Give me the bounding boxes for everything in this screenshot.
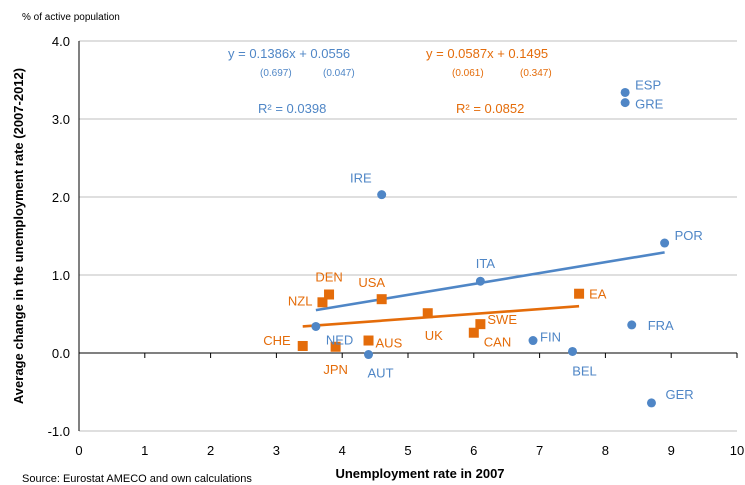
point-label-aus: AUS [376, 336, 403, 351]
source-note: Source: Eurostat AMECO and own calculati… [22, 473, 252, 485]
point-label-nzl: NZL [288, 293, 313, 308]
trendlines [302, 251, 665, 328]
y-tick-label: 4.0 [52, 34, 70, 49]
x-tick-label: 0 [75, 443, 82, 458]
trendline [315, 251, 665, 312]
data-point-fin [528, 336, 538, 346]
data-point-ned [311, 321, 321, 331]
slope-standard-error: (0.697) [260, 68, 292, 79]
data-point-aus [363, 335, 374, 346]
x-tick-label: 3 [273, 443, 280, 458]
regression-equation: y = 0.0587x + 0.1495 [426, 46, 548, 61]
data-point-den [324, 289, 335, 300]
data-point-gre [620, 98, 630, 108]
data-point-usa [376, 294, 387, 305]
slope-standard-error: (0.061) [452, 68, 484, 79]
data-point-aut [364, 350, 374, 360]
gridlines [79, 40, 737, 432]
point-label-fin: FIN [540, 330, 561, 345]
y-tick-label: -1.0 [48, 424, 70, 439]
point-label-esp: ESP [635, 77, 661, 92]
data-point-nzl [317, 297, 328, 308]
point-label-por: POR [675, 228, 703, 243]
point-label-che: CHE [263, 333, 291, 348]
x-tick-label: 1 [141, 443, 148, 458]
point-label-ned: NED [326, 332, 353, 347]
data-point-can [468, 327, 479, 338]
point-label-gre: GRE [635, 97, 664, 112]
data-point-ire [377, 190, 387, 200]
intercept-standard-error: (0.347) [520, 68, 552, 79]
r-squared: R² = 0.0398 [258, 101, 326, 116]
y-tick-label: 1.0 [52, 268, 70, 283]
x-tick-label: 9 [668, 443, 675, 458]
point-label-swe: SWE [487, 312, 517, 327]
x-tick-labels: 0 1 2 3 4 5 6 7 8 9 10 [75, 353, 744, 458]
x-tick-label: 2 [207, 443, 214, 458]
regression-annotations: y = 0.1386x + 0.0556 (0.697) (0.047) R² = 0… [228, 46, 552, 116]
y-tick-labels: -1.0 0.0 1.0 2.0 3.0 4.0 [48, 34, 70, 439]
data-point-uk [422, 308, 433, 319]
data-points [297, 87, 670, 408]
data-point-swe [475, 319, 486, 330]
trendline [302, 304, 580, 328]
x-tick-label: 8 [602, 443, 609, 458]
data-point-ita [475, 276, 485, 286]
y-tick-label: 0.0 [52, 346, 70, 361]
x-tick-label: 4 [339, 443, 346, 458]
point-label-can: CAN [484, 335, 511, 350]
point-label-ea: EA [589, 287, 607, 302]
data-point-bel [568, 346, 577, 356]
regression-equation: y = 0.1386x + 0.0556 [228, 46, 350, 61]
data-point-ea [574, 288, 585, 299]
data-point-che [297, 340, 308, 351]
x-tick-label: 6 [470, 443, 477, 458]
x-tick-label: 5 [404, 443, 411, 458]
unit-note: % of active population [22, 12, 120, 23]
y-tick-label: 2.0 [52, 190, 70, 205]
data-point-esp [620, 87, 630, 97]
point-label-uk: UK [425, 328, 443, 343]
data-point-fra [627, 320, 637, 330]
x-tick-label: 7 [536, 443, 543, 458]
point-label-ire: IRE [350, 171, 372, 186]
point-label-jpn: JPN [323, 362, 348, 377]
point-label-ger: GER [665, 387, 693, 402]
x-axis-label: Unemployment rate in 2007 [335, 466, 504, 481]
data-point-por [660, 238, 670, 248]
r-squared: R² = 0.0852 [456, 101, 524, 116]
y-tick-label: 3.0 [52, 112, 70, 127]
data-point-ger [646, 398, 656, 408]
point-label-den: DEN [315, 270, 342, 285]
y-axis-label: Average change in the unemployment rate … [11, 68, 26, 404]
point-label-ita: ITA [476, 256, 496, 271]
point-label-usa: USA [358, 275, 385, 290]
point-label-aut: AUT [368, 366, 394, 381]
point-label-fra: FRA [648, 318, 674, 333]
data-point-jpn [330, 341, 341, 352]
x-tick-label: 10 [730, 443, 744, 458]
intercept-standard-error: (0.047) [323, 68, 355, 79]
point-label-bel: BEL [572, 363, 597, 378]
